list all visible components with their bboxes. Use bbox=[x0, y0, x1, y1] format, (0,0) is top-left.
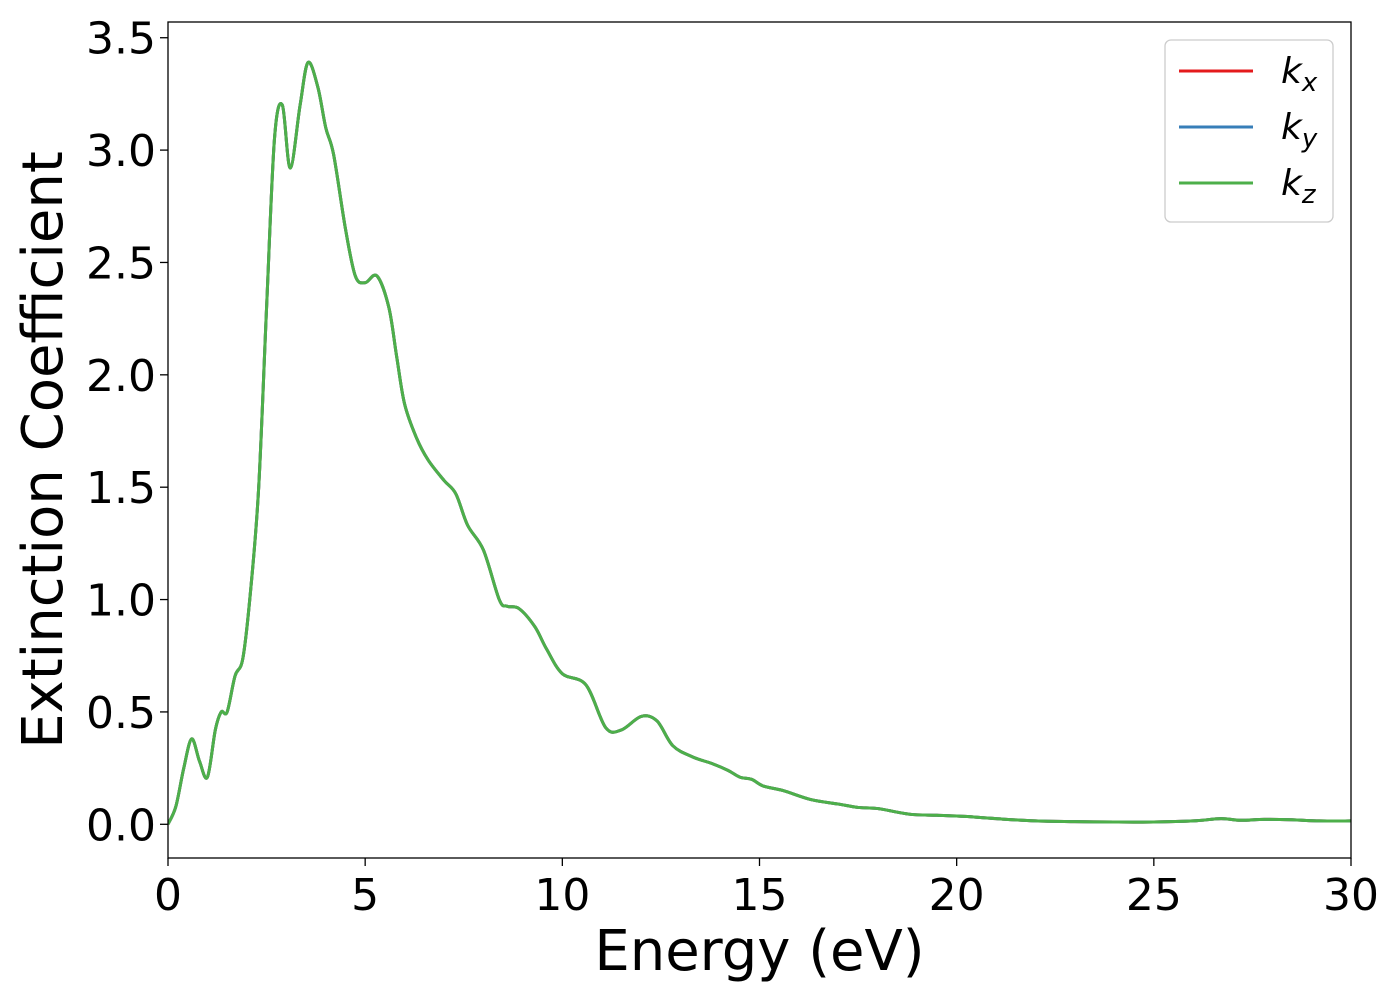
y-axis-ticks: 0.0 0.5 1.0 1.5 2.0 2.5 3.0 3.5 bbox=[86, 14, 168, 851]
y-tick-label: 1.5 bbox=[86, 463, 156, 514]
legend-label-x: kx bbox=[1281, 51, 1318, 98]
y-tick-label: 2.5 bbox=[86, 238, 156, 289]
y-tick-label: 1.0 bbox=[86, 576, 156, 627]
x-tick-label: 20 bbox=[929, 870, 985, 921]
legend-label-z: kz bbox=[1281, 163, 1317, 210]
x-tick-label: 0 bbox=[154, 870, 182, 921]
y-tick-label: 0.0 bbox=[86, 800, 156, 851]
legend-label-y: ky bbox=[1281, 107, 1318, 154]
series-line-kz bbox=[168, 60, 1351, 825]
y-tick-label: 3.0 bbox=[86, 126, 156, 177]
x-axis-ticks: 0 5 10 15 20 25 30 bbox=[154, 858, 1379, 921]
legend-label-base: k bbox=[1281, 51, 1304, 92]
y-tick-label: 3.5 bbox=[86, 14, 156, 65]
legend-label-subscript: z bbox=[1301, 180, 1317, 210]
legend-label-base: k bbox=[1281, 163, 1304, 204]
legend-box bbox=[1164, 39, 1334, 223]
legend-label-base: k bbox=[1281, 107, 1304, 148]
legend-label-subscript: y bbox=[1301, 124, 1318, 154]
x-axis-label: Energy (eV) bbox=[594, 919, 924, 984]
series-layer bbox=[168, 60, 1351, 825]
x-tick-label: 25 bbox=[1126, 870, 1182, 921]
y-axis-label: Extinction Coefficient bbox=[11, 151, 76, 749]
y-tick-label: 0.5 bbox=[86, 688, 156, 739]
y-tick-label: 2.0 bbox=[86, 351, 156, 402]
x-tick-label: 5 bbox=[351, 870, 379, 921]
x-tick-label: 10 bbox=[534, 870, 590, 921]
x-tick-label: 30 bbox=[1323, 870, 1379, 921]
legend-label-subscript: x bbox=[1301, 68, 1318, 98]
x-tick-label: 15 bbox=[732, 870, 788, 921]
